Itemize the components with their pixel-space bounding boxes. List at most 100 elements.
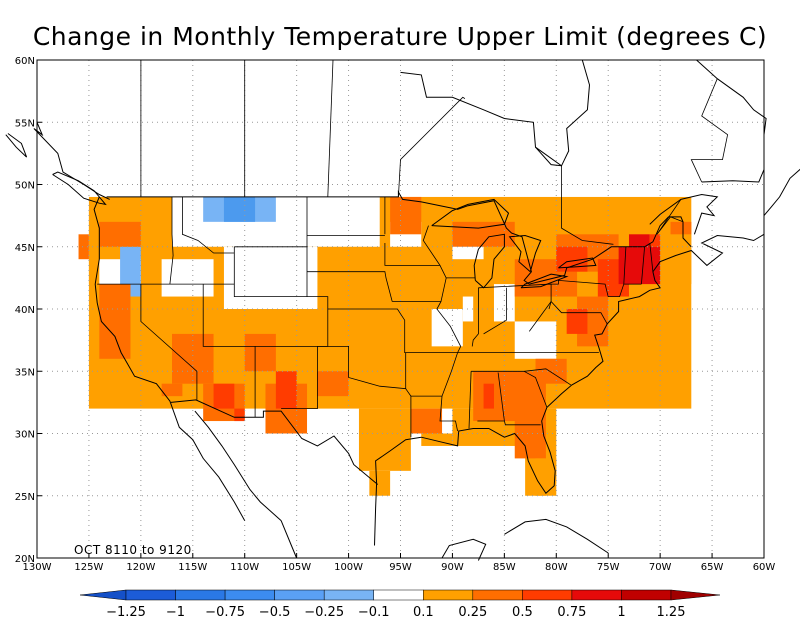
lon-tick-label: 105W: [282, 562, 311, 573]
anomaly-cell: [234, 408, 245, 422]
coastline: [431, 198, 510, 229]
anomaly-cell: [566, 309, 588, 334]
colorbar-label: −0.1: [358, 605, 390, 618]
state-border: [551, 246, 627, 297]
anomaly-cell: [369, 470, 391, 496]
colorbar-label: 1: [617, 605, 625, 618]
anomaly-cell: [99, 221, 141, 247]
lat-tick-label: 45N: [15, 243, 35, 254]
anomaly-cell: [161, 383, 183, 397]
state-border: [327, 346, 407, 390]
lon-tick-label: 60W: [753, 562, 776, 573]
anomaly-cell: [223, 196, 256, 222]
lat-tick-label: 60N: [15, 56, 35, 67]
province-border: [398, 96, 466, 197]
lon-tick-label: 110W: [230, 562, 259, 573]
anomaly-cell: [88, 209, 100, 285]
province-border: [690, 78, 729, 183]
colorbar: −1.25 −1 −0.75 −0.5 −0.25 −0.1 0.1 0.25 0.5 0.75 1…: [79, 589, 721, 618]
state-border: [422, 225, 441, 266]
coastline: [33, 122, 110, 200]
lon-tick-label: 120W: [126, 562, 155, 573]
coastline: [508, 234, 542, 273]
lon-tick-label: 75W: [597, 562, 620, 573]
lon-tick-label: 95W: [389, 562, 412, 573]
province-border: [561, 165, 614, 245]
state-border: [327, 308, 458, 353]
state-border: [528, 300, 608, 332]
coastline: [374, 233, 765, 546]
coastline: [280, 520, 298, 559]
colorbar-label: 0.5: [512, 605, 533, 618]
colorbar-left-arrow: [79, 589, 127, 601]
colorbar-label: −0.75: [205, 605, 245, 618]
state-border: [307, 271, 393, 302]
colorbar-label: −0.25: [304, 605, 344, 618]
colorbar-swatch: [472, 589, 523, 601]
anomaly-cell: [483, 383, 494, 409]
anomaly-cell: [421, 433, 453, 446]
state-border: [182, 196, 235, 254]
anomaly-cell: [99, 284, 131, 359]
lat-tick-label: 35N: [15, 367, 35, 378]
colorbar-swatch: [373, 589, 424, 601]
colorbar-swatch: [125, 589, 176, 601]
anomaly-cell: [275, 371, 297, 409]
colorbar-swatch: [323, 589, 374, 601]
state-border: [649, 242, 654, 272]
anomaly-cell: [244, 333, 276, 372]
anomaly-cell: [535, 483, 546, 496]
coastline: [763, 168, 800, 216]
coastline: [520, 273, 569, 289]
colorbar-label: 1.25: [657, 605, 686, 618]
lon-tick-label: 65W: [701, 562, 724, 573]
state-border: [641, 246, 645, 285]
province-border: [327, 59, 334, 197]
coastlines-and-borders: [5, 59, 800, 561]
anomaly-cell: [317, 371, 349, 397]
coastline: [696, 59, 767, 135]
coastline: [400, 59, 591, 167]
coastline: [701, 169, 765, 183]
colorbar-swatch: [175, 589, 226, 601]
coastline: [504, 518, 609, 554]
colorbar-label: 0.1: [413, 605, 434, 618]
anomaly-cell: [514, 321, 557, 359]
anomaly-cell: [358, 408, 411, 471]
anomaly-cell: [213, 383, 235, 409]
coastline: [473, 233, 505, 289]
state-border: [436, 301, 462, 397]
lat-tick-label: 25N: [15, 492, 35, 503]
state-border: [483, 287, 507, 335]
anomaly-grid-cells: [78, 196, 692, 496]
axis-ticks: 130W 125W 120W 115W 110W 105W 100W 95W 90W 85W 80W…: [15, 56, 776, 573]
coastline: [5, 133, 28, 158]
coastline: [649, 193, 719, 235]
anomaly-cell: [223, 246, 318, 309]
anomaly-cell: [670, 221, 692, 235]
anomaly-cell: [535, 458, 557, 484]
colorbar-label: 0.25: [458, 605, 487, 618]
coastline: [194, 410, 282, 521]
period-label: OCT 8110 to 9120: [74, 543, 192, 557]
coastline: [170, 399, 379, 485]
lat-lon-gridlines: [37, 60, 764, 558]
lat-tick-label: 20N: [15, 554, 35, 565]
coastline: [441, 538, 487, 561]
colorbar-label: −1.25: [106, 605, 146, 618]
coastline: [93, 196, 246, 521]
colorbar-swatch: [423, 589, 474, 601]
state-border: [169, 196, 174, 285]
state-border: [410, 395, 458, 432]
state-border: [523, 370, 548, 408]
colorbar-label: 0.75: [557, 605, 586, 618]
anomaly-cell: [493, 284, 515, 322]
colorbar-swatch: [621, 589, 672, 601]
colorbar-swatch: [274, 589, 325, 601]
lon-tick-label: 115W: [178, 562, 207, 573]
coastline: [558, 257, 597, 269]
state-border: [140, 284, 198, 400]
state-border: [478, 283, 552, 310]
state-border: [384, 243, 447, 302]
